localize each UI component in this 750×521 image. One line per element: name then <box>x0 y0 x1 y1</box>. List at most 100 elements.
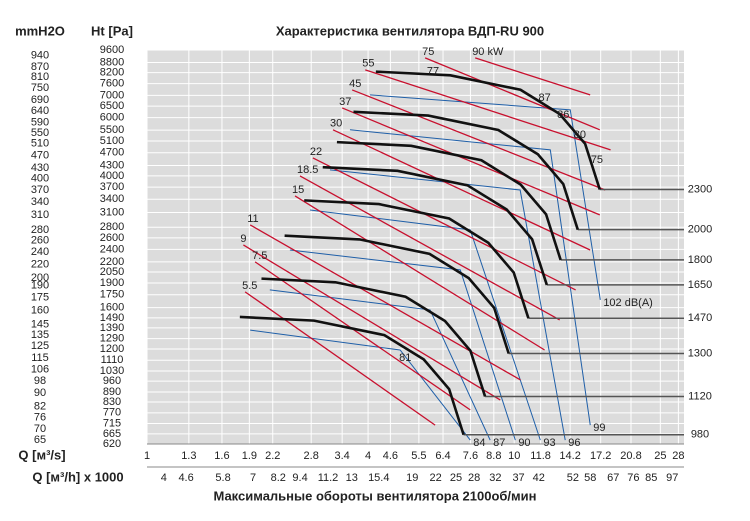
y2-tick-label: 240 <box>31 246 49 258</box>
y2-tick-label: 430 <box>31 162 49 174</box>
power-label: 30 <box>330 118 342 130</box>
power-line <box>332 129 591 251</box>
y-tick-label: 7600 <box>100 78 124 90</box>
footer: Максимальные обороты вентилятора 2100об/… <box>213 488 536 503</box>
speed-curve <box>336 140 562 261</box>
y-tick-label: 1200 <box>100 343 124 355</box>
x-tick-label: 28 <box>672 450 684 462</box>
y-tick-label: 3400 <box>100 193 124 205</box>
x-tick-label: 6.4 <box>435 450 450 462</box>
noise-line <box>269 289 491 441</box>
power-line <box>312 157 576 291</box>
noise-line <box>349 129 591 426</box>
y2-tick-label: 106 <box>31 364 49 376</box>
y2-tick-label: 590 <box>31 117 49 129</box>
chart-title: Характеристика вентилятора ВДП-RU 900 <box>276 23 544 38</box>
y-tick-label: 770 <box>103 407 121 419</box>
y-tick-label: 1600 <box>100 302 124 314</box>
power-label: 9 <box>240 233 246 245</box>
power-label: 15 <box>292 184 304 196</box>
noise-line <box>309 209 541 441</box>
x2-tick-label: 4.6 <box>178 472 193 484</box>
x2-tick-label: 13 <box>346 472 358 484</box>
y2-tick-label: 550 <box>31 127 49 139</box>
power-label: 90 kW <box>472 46 504 58</box>
x-tick-label: 10 <box>508 450 520 462</box>
power-label: 11 <box>247 213 258 225</box>
x-tick-label: 8.8 <box>486 450 501 462</box>
x-tick-label: 11.8 <box>530 450 551 462</box>
x2-tick-label: 7 <box>250 472 256 484</box>
power-line <box>474 57 591 96</box>
y-tick-label: 2200 <box>100 256 124 268</box>
y2-tick-label: 160 <box>31 304 49 316</box>
y-tick-label: 3700 <box>100 181 124 193</box>
y2-tick-label: 310 <box>31 209 49 221</box>
y-tick-label: 1110 <box>101 354 124 366</box>
y2-tick-label: 98 <box>34 375 46 387</box>
power-line <box>365 69 611 151</box>
y2-tick-label: 750 <box>31 82 49 94</box>
y2-tick-label: 175 <box>31 291 49 303</box>
x-tick-label: 1.9 <box>242 450 257 462</box>
x2-axis-label: Q [м³/h] x 1000 <box>32 469 123 484</box>
x-tick-label: 4 <box>365 450 371 462</box>
y-tick-label: 2800 <box>100 221 124 233</box>
noise-label: 90 <box>518 437 530 449</box>
y-tick-label: 890 <box>103 386 121 398</box>
power-line <box>299 175 560 321</box>
x-tick-label: 1.6 <box>214 450 229 462</box>
noise-line <box>370 94 601 300</box>
x-tick-label: 17.2 <box>590 450 611 462</box>
y2-tick-label: 70 <box>34 423 46 435</box>
power-line <box>244 291 436 426</box>
noise-label: 87 <box>493 437 505 449</box>
plot-background <box>147 50 684 444</box>
efficiency-label: 87 <box>538 92 550 104</box>
speed-label: 1120 <box>688 390 712 402</box>
y-tick-label: 7000 <box>100 89 124 101</box>
y-tick-label: 715 <box>103 417 121 429</box>
y2-tick-label: 810 <box>31 71 49 83</box>
y-tick-label: 6000 <box>100 111 124 123</box>
power-label: 5.5 <box>242 280 257 292</box>
power-label: 22 <box>310 146 322 158</box>
y2-tick-label: 510 <box>31 138 49 150</box>
y-tick-label: 3100 <box>100 206 124 218</box>
y-tick-label: 9600 <box>100 44 124 56</box>
power-label: 45 <box>349 78 361 90</box>
speed-curve <box>239 315 465 436</box>
power-line <box>254 261 471 411</box>
x-tick-label: 1.3 <box>181 450 196 462</box>
y-tick-label: 1290 <box>100 333 124 345</box>
y2-tick-label: 340 <box>31 196 49 208</box>
y-tick-label: 4000 <box>100 170 124 182</box>
noise-label: 96 <box>568 437 580 449</box>
y2-tick-label: 145 <box>31 318 49 330</box>
power-label: 18.5 <box>297 164 318 176</box>
speed-label: 2300 <box>688 183 712 195</box>
y-tick-label: 8800 <box>100 56 124 68</box>
power-label: 75 <box>422 46 434 58</box>
y-tick-label: 5500 <box>100 124 124 136</box>
y-tick-label: 1750 <box>100 289 124 301</box>
x2-tick-label: 85 <box>645 472 657 484</box>
x-tick-label: 2.8 <box>304 450 319 462</box>
efficiency-label: 86 <box>557 109 569 121</box>
y2-tick-label: 90 <box>34 387 46 399</box>
y-tick-label: 8200 <box>100 67 124 79</box>
speed-label: 1800 <box>688 254 712 266</box>
y2-tick-label: 870 <box>31 61 49 73</box>
x-tick-label: 2.2 <box>265 450 280 462</box>
power-line <box>351 89 606 191</box>
x2-tick-label: 4 <box>161 472 167 484</box>
speed-label: 1300 <box>688 347 712 359</box>
efficiency-label: 77 <box>427 66 439 78</box>
efficiency-label: 81 <box>399 352 411 364</box>
y2-tick-label: 400 <box>31 173 49 185</box>
speed-curve <box>375 70 602 190</box>
x2-tick-label: 28 <box>468 472 480 484</box>
x2-tick-label: 58 <box>584 472 596 484</box>
noise-label: 84 <box>473 437 485 449</box>
